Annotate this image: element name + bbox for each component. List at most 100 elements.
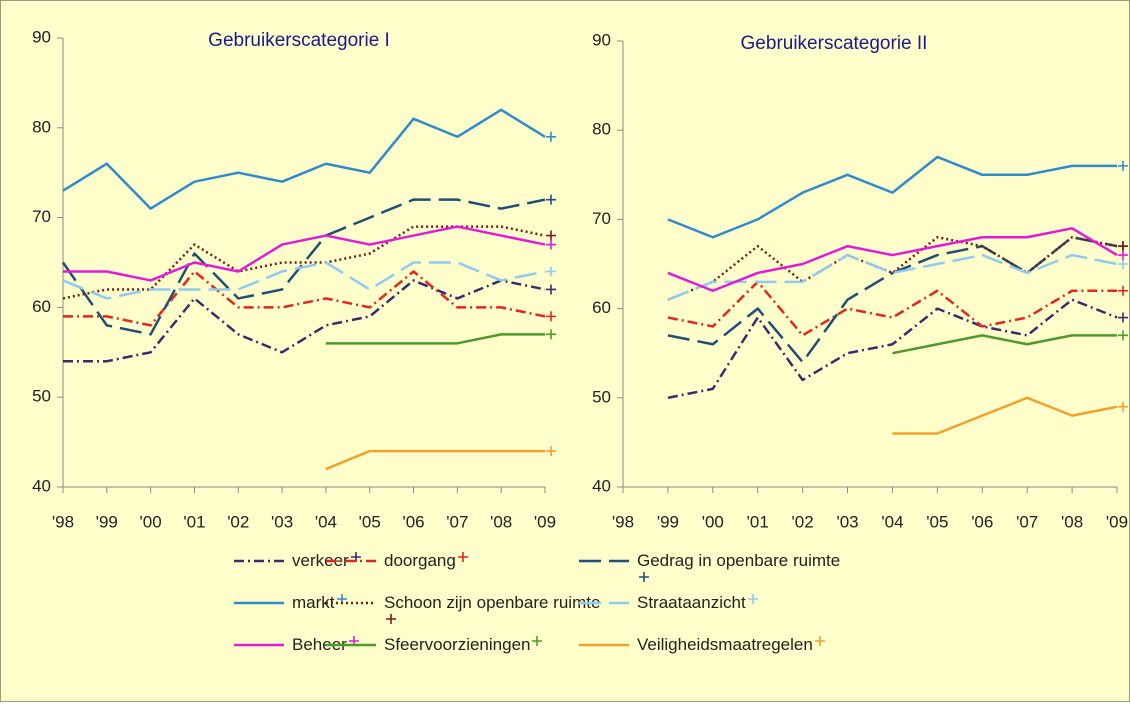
x-tick-label: '03	[271, 512, 293, 531]
end-marker	[546, 239, 556, 250]
end-marker	[1118, 259, 1128, 269]
legend-plus	[457, 552, 468, 562]
legend-swatch	[326, 559, 376, 563]
chart-title: Gebruikerscategorie I	[208, 30, 390, 51]
x-tick-label: '07	[446, 512, 468, 531]
legend-label: Schoon zijn openbare ruimte	[384, 593, 601, 612]
series-line	[667, 235, 1118, 364]
y-tick-label: 90	[592, 30, 611, 49]
x-tick-label: '05	[359, 512, 381, 531]
y-tick-label: 50	[592, 387, 611, 406]
legend-item: doorgang	[326, 551, 469, 571]
end-marker	[546, 329, 556, 340]
series-line	[63, 279, 546, 363]
end-marker	[639, 572, 649, 582]
legend-item: Beheer	[234, 635, 360, 655]
legend-swatch	[234, 559, 284, 563]
legend-plus	[532, 636, 543, 646]
legend-item: Veiligheidsmaatregelen	[579, 635, 826, 655]
series-line	[325, 333, 545, 345]
x-tick-label: '06	[971, 512, 993, 531]
x-tick-label: '02	[792, 512, 814, 531]
x-tick-label: '00	[702, 512, 724, 531]
end-marker	[814, 636, 825, 646]
series-line	[667, 155, 1117, 239]
y-tick-label: 80	[32, 117, 51, 136]
y-tick-label: 60	[32, 297, 51, 316]
x-tick-label: '04	[315, 512, 337, 531]
x-tick-label: '01	[747, 512, 769, 531]
end-marker	[546, 131, 556, 142]
legend-plus	[639, 572, 649, 582]
end-marker	[546, 311, 556, 322]
series-line	[667, 280, 1117, 337]
y-tick-label: 40	[32, 476, 51, 495]
legend-label: doorgang	[384, 551, 456, 570]
end-marker	[1118, 285, 1128, 296]
x-tick-label: '06	[402, 512, 424, 531]
legend-swatch	[326, 643, 376, 647]
y-tick-label: 70	[592, 209, 611, 228]
end-marker	[546, 284, 556, 295]
end-marker	[747, 594, 758, 604]
legend-label: Sfeervoorzieningen	[384, 635, 531, 654]
x-tick-label: '09	[534, 512, 556, 531]
x-tick-label: '08	[1061, 512, 1083, 531]
x-tick-label: '99	[657, 512, 679, 531]
series-line	[667, 227, 1118, 293]
series-line	[325, 449, 545, 471]
legend-swatch	[234, 643, 284, 647]
end-marker	[1118, 160, 1128, 171]
x-tick-label: '01	[183, 512, 205, 531]
legend-label: verkeer	[292, 551, 349, 570]
legend-item: verkeer	[234, 551, 362, 571]
y-tick-label: 80	[592, 120, 611, 139]
end-marker	[1118, 330, 1128, 341]
series-line	[667, 253, 1118, 301]
x-tick-label: '08	[490, 512, 512, 531]
y-tick-label: 40	[592, 476, 611, 495]
x-tick-label: '04	[881, 512, 903, 531]
y-tick-label: 70	[32, 207, 51, 226]
series-line	[667, 298, 1118, 400]
legend-swatch	[234, 601, 284, 605]
y-tick-label: 90	[32, 27, 51, 46]
legend-label: Beheer	[292, 635, 347, 654]
legend-plus	[747, 594, 758, 604]
end-marker	[546, 194, 556, 205]
x-tick-label: '98	[52, 512, 74, 531]
series-line	[62, 108, 546, 210]
end-marker	[546, 266, 556, 277]
x-tick-label: '09	[1106, 512, 1128, 531]
legend-label: markt	[292, 593, 335, 612]
series-line	[892, 396, 1118, 435]
end-marker	[1118, 241, 1128, 252]
x-tick-label: '05	[926, 512, 948, 531]
end-marker	[532, 636, 543, 646]
legend-swatch	[579, 643, 629, 647]
end-marker	[1118, 401, 1128, 412]
series-line	[62, 225, 546, 300]
y-tick-label: 50	[32, 387, 51, 406]
end-marker	[546, 230, 556, 241]
y-tick-label: 60	[592, 298, 611, 317]
end-marker	[457, 552, 468, 562]
legend-swatch	[579, 559, 629, 563]
series-line	[63, 225, 546, 282]
series-line	[892, 334, 1117, 355]
legend-item: Schoon zijn openbare ruimte	[326, 593, 609, 633]
x-tick-label: '99	[96, 512, 118, 531]
x-tick-label: '98	[612, 512, 634, 531]
legend-item: Gedrag in openbare ruimte	[579, 551, 842, 591]
legend-item: Straataanzicht	[579, 593, 759, 613]
end-marker	[1118, 312, 1128, 323]
legend-plus	[386, 614, 396, 624]
series-line	[667, 235, 1118, 301]
end-marker	[1118, 250, 1128, 261]
legend-label: Gedrag in openbare ruimte	[637, 551, 841, 570]
legend-item: Sfeervoorzieningen	[326, 635, 543, 655]
legend-plus	[814, 636, 825, 646]
end-marker	[546, 446, 556, 457]
